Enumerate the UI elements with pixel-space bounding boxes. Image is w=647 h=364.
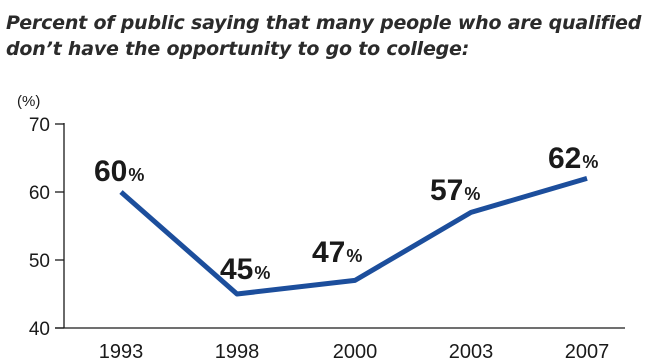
y-axis-ticks: 70 60 50 40 (29, 115, 64, 340)
data-label: 60% (94, 155, 144, 188)
data-label: 57% (430, 174, 480, 207)
y-tick-label: 60 (29, 183, 50, 204)
data-labels-group: 60% 45% 47% 57% 62% (94, 142, 598, 286)
series-group (119, 176, 588, 297)
chart-axes: (%) (17, 93, 625, 329)
chart-title-line-1: Percent of public saying that many peopl… (6, 12, 642, 34)
x-tick-label: 1993 (99, 341, 144, 363)
x-tick-label: 2000 (333, 341, 378, 363)
data-label: 62% (548, 142, 598, 175)
y-tick-label: 40 (29, 319, 50, 340)
y-tick-label: 70 (29, 115, 50, 136)
series-line (119, 176, 588, 297)
y-tick-label: 50 (29, 251, 50, 272)
data-label: 45% (220, 253, 270, 286)
y-axis-unit-label: (%) (17, 93, 40, 110)
chart-title-line-2: don’t have the opportunity to go to coll… (6, 38, 470, 60)
x-axis-ticks: 1993 1998 2000 2003 2007 (99, 341, 610, 363)
x-tick-label: 1998 (215, 341, 260, 363)
data-label: 47% (312, 236, 362, 269)
x-tick-label: 2003 (449, 341, 494, 363)
x-tick-label: 2007 (565, 341, 610, 363)
chart-title: Percent of public saying that many peopl… (6, 10, 646, 62)
